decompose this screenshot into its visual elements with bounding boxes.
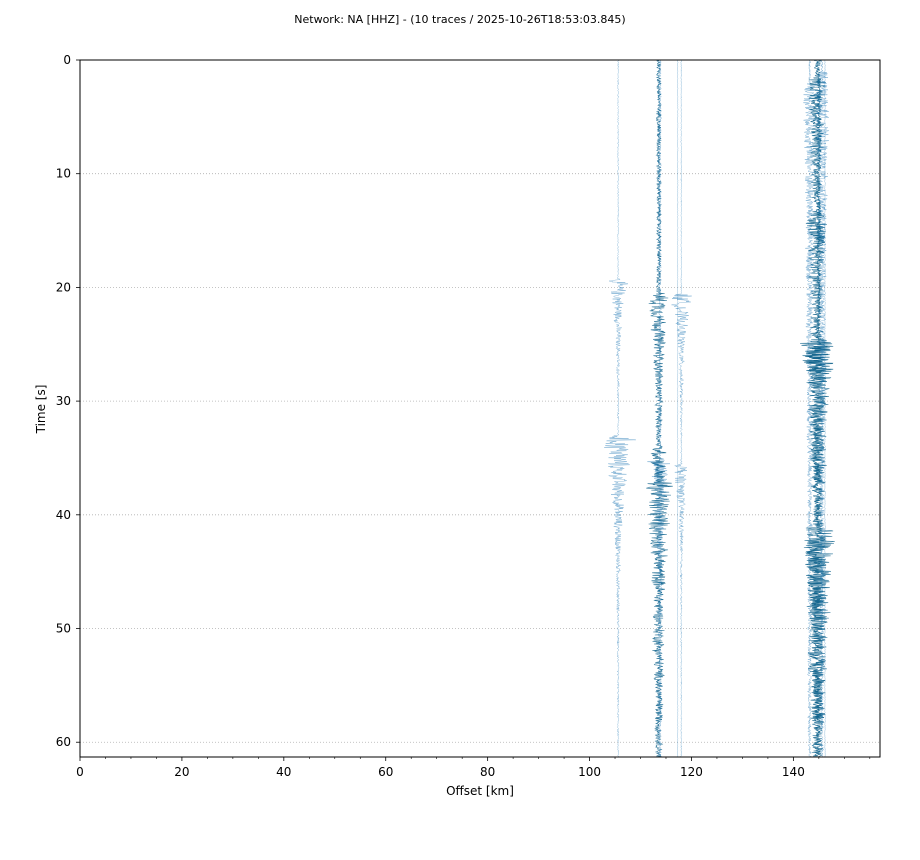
x-tick-label: 100 — [578, 765, 601, 779]
x-tick-label: 20 — [174, 765, 189, 779]
gridlines — [80, 59, 880, 743]
x-tick-label: 120 — [680, 765, 703, 779]
trace-line — [604, 60, 636, 758]
y-tick-label: 10 — [56, 167, 71, 181]
x-tick-label: 60 — [378, 765, 393, 779]
y-tick-label: 50 — [56, 622, 71, 636]
trace-line — [803, 59, 817, 758]
y-axis: 0 10 20 30 40 50 60 — [56, 53, 80, 749]
x-tick-label: 80 — [480, 765, 495, 779]
chart-title: Network: NA [HHZ] - (10 traces / 2025-10… — [294, 13, 626, 26]
x-tick-label: 40 — [276, 765, 291, 779]
plot-frame — [79, 59, 881, 758]
trace-line — [813, 59, 829, 758]
y-tick-label: 40 — [56, 508, 71, 522]
y-tick-label: 20 — [56, 280, 71, 294]
x-axis: 0 20 40 60 80 100 120 140 — [76, 757, 871, 779]
traces — [604, 59, 835, 758]
x-tick-label: 140 — [782, 765, 805, 779]
trace-line — [824, 59, 826, 757]
x-axis-label: Offset [km] — [446, 784, 514, 798]
trace-line — [671, 59, 692, 758]
trace-line — [647, 59, 671, 758]
y-tick-label: 0 — [63, 53, 71, 67]
y-axis-label: Time [s] — [34, 385, 48, 435]
y-tick-label: 30 — [56, 394, 71, 408]
x-tick-label: 0 — [76, 765, 84, 779]
trace-line — [802, 59, 835, 758]
y-tick-label: 60 — [56, 735, 71, 749]
trace-line — [676, 59, 679, 758]
